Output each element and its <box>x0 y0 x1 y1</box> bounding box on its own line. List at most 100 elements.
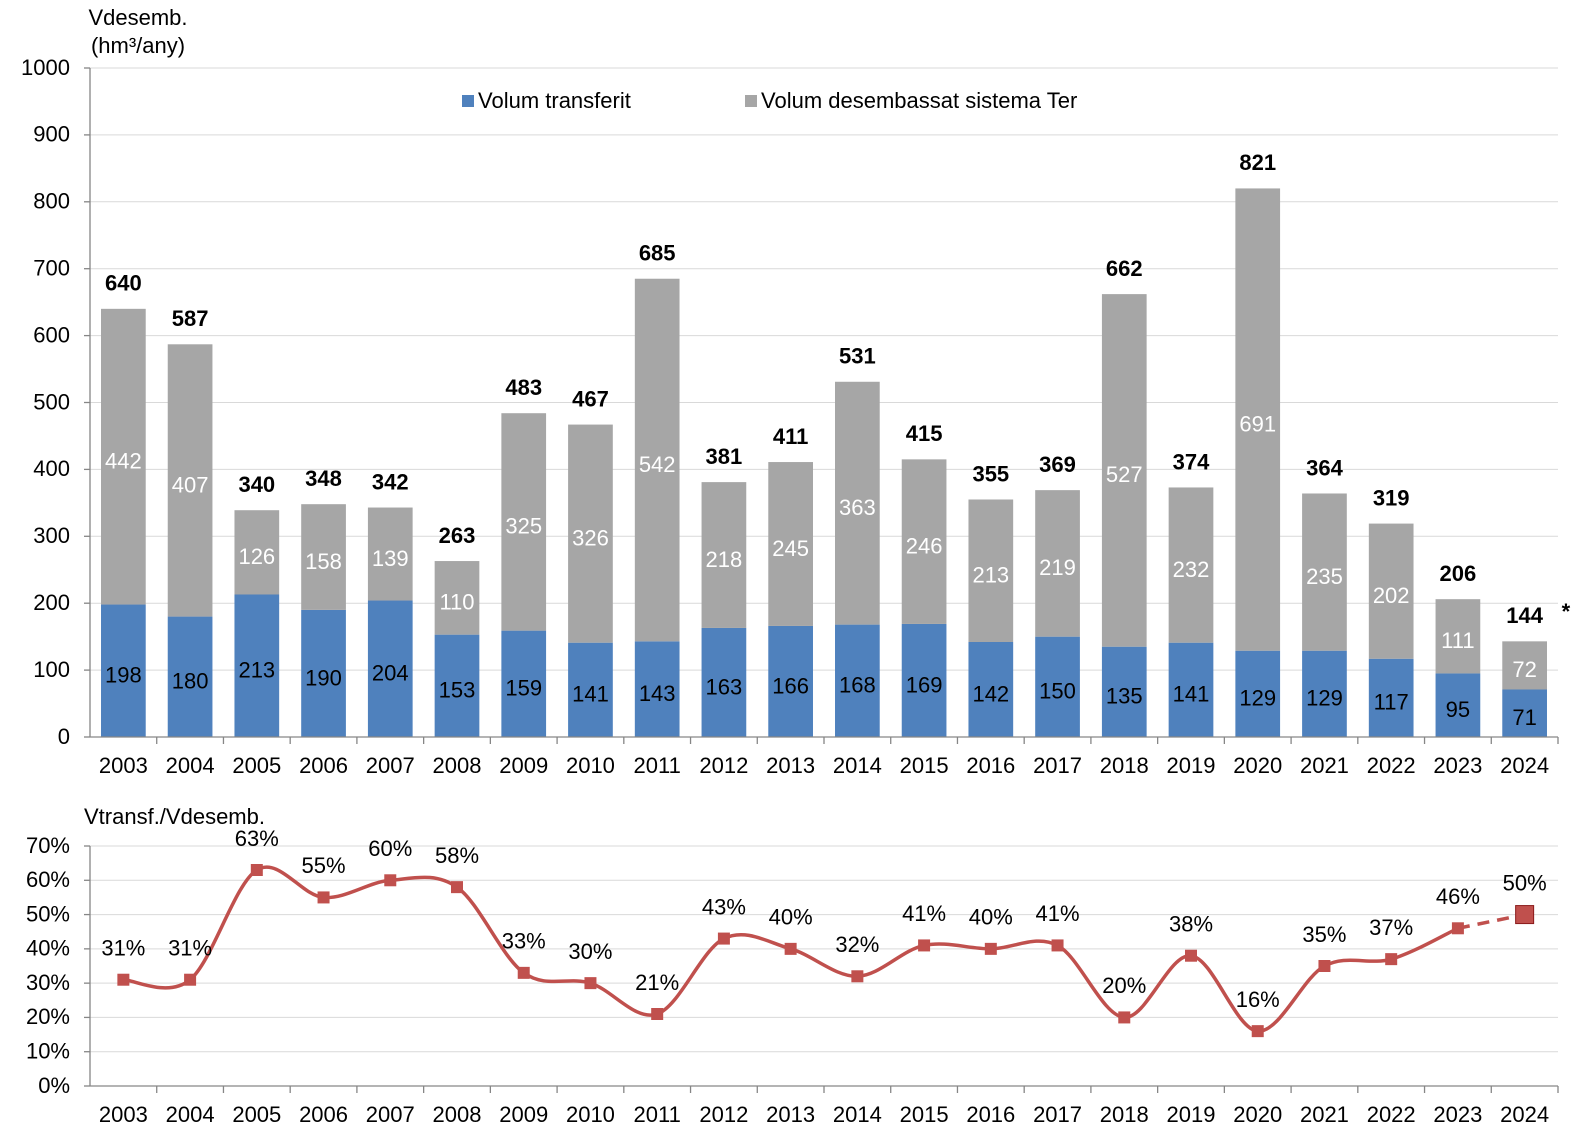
marker <box>117 973 130 986</box>
bar-segment <box>634 278 680 642</box>
segment-label: 198 <box>105 663 142 688</box>
x-tick-label: 2006 <box>299 753 348 778</box>
total-label: 369 <box>1039 452 1076 477</box>
bar-segment <box>835 381 880 625</box>
bar-segment <box>768 462 813 626</box>
bar-segment <box>968 642 1014 737</box>
y-tick-label: 500 <box>33 389 70 414</box>
marker <box>784 942 797 955</box>
segment-label: 95 <box>1446 697 1470 722</box>
y-axis-title: Vdesemb. <box>88 5 187 30</box>
x-tick-label: 2003 <box>99 753 148 778</box>
x-tick-label: 2023 <box>1433 753 1482 778</box>
bar-segment <box>1435 673 1481 737</box>
total-label: 467 <box>572 386 609 411</box>
bar-segment <box>301 609 346 737</box>
bar-segment <box>1035 490 1080 637</box>
value-label: 31% <box>101 936 145 961</box>
segment-label: 142 <box>972 681 1009 706</box>
bar-segment <box>768 625 813 737</box>
segment-label: 180 <box>172 669 209 694</box>
marker <box>1185 949 1197 962</box>
segment-label: 135 <box>1106 684 1143 709</box>
y-tick-label: 40% <box>26 936 70 961</box>
estimate-line <box>1457 912 1525 931</box>
x-tick-label: 2014 <box>833 1102 882 1127</box>
total-label: 415 <box>906 421 943 446</box>
x-tick-label: 2020 <box>1233 753 1282 778</box>
x-tick-label: 2011 <box>634 753 681 778</box>
bar-segment <box>701 627 747 737</box>
bar-segment <box>1502 641 1547 690</box>
bar-segment <box>1168 487 1214 643</box>
total-label: 531 <box>839 344 876 369</box>
segment-label: 213 <box>972 563 1009 588</box>
x-tick-label: 2014 <box>833 753 882 778</box>
marker <box>1515 905 1535 925</box>
marker <box>984 942 997 955</box>
bar-segment <box>1368 658 1414 737</box>
x-tick-label: 2024 <box>1500 1102 1549 1127</box>
x-tick-label: 2005 <box>232 753 281 778</box>
segment-label: 219 <box>1039 555 1076 580</box>
segment-label: 141 <box>572 682 609 707</box>
legend-swatch <box>745 95 757 107</box>
marker <box>1451 922 1464 935</box>
value-label: 50% <box>1503 870 1547 895</box>
segment-label: 141 <box>1173 682 1210 707</box>
annotation: * <box>1562 599 1571 624</box>
segment-label: 527 <box>1106 462 1143 487</box>
x-tick-label: 2007 <box>366 753 415 778</box>
segment-label: 246 <box>906 533 943 558</box>
total-label: 206 <box>1440 561 1477 586</box>
value-label: 33% <box>502 929 546 954</box>
segment-label: 204 <box>372 661 409 686</box>
segment-label: 326 <box>572 525 609 550</box>
total-label: 685 <box>639 241 676 266</box>
y-tick-label: 60% <box>26 867 70 892</box>
bar-segment <box>1302 650 1347 737</box>
total-label: 662 <box>1106 256 1143 281</box>
x-tick-label: 2018 <box>1100 1102 1149 1127</box>
x-tick-label: 2004 <box>166 1102 215 1127</box>
total-label: 319 <box>1373 485 1410 510</box>
value-label: 30% <box>568 939 612 964</box>
value-label: 16% <box>1236 987 1280 1012</box>
value-label: 32% <box>835 932 879 957</box>
segment-label: 235 <box>1306 564 1343 589</box>
bar-segment <box>367 600 413 737</box>
segment-label: 407 <box>172 472 209 497</box>
total-label: 263 <box>439 523 476 548</box>
total-label: 640 <box>105 271 142 296</box>
marker <box>1118 1011 1131 1024</box>
marker <box>851 970 864 983</box>
x-tick-label: 2008 <box>433 1102 482 1127</box>
y-tick-label: 1000 <box>21 55 70 80</box>
marker <box>184 973 197 986</box>
x-tick-label: 2024 <box>1500 753 1549 778</box>
y-tick-label: 20% <box>26 1004 70 1029</box>
total-label: 381 <box>706 444 743 469</box>
bar-segment <box>568 642 613 737</box>
segment-label: 363 <box>839 495 876 520</box>
x-tick-label: 2006 <box>299 1102 348 1127</box>
total-label: 340 <box>238 472 275 497</box>
marker <box>1251 1025 1264 1038</box>
marker <box>717 932 730 945</box>
segment-label: 150 <box>1039 679 1076 704</box>
x-tick-label: 2016 <box>966 753 1015 778</box>
bar-segment <box>167 344 213 617</box>
x-tick-label: 2018 <box>1100 753 1149 778</box>
segment-label: 325 <box>505 514 542 539</box>
bar-segment <box>501 630 547 737</box>
legend-swatch <box>462 95 474 107</box>
marker <box>1051 939 1064 952</box>
x-tick-label: 2012 <box>699 753 748 778</box>
value-label: 40% <box>969 905 1013 930</box>
y-axis-title: (hm³/any) <box>91 33 185 58</box>
x-tick-label: 2017 <box>1033 753 1082 778</box>
segment-label: 218 <box>706 547 743 572</box>
segment-label: 169 <box>906 672 943 697</box>
y-tick-label: 50% <box>26 901 70 926</box>
marker <box>250 864 263 876</box>
